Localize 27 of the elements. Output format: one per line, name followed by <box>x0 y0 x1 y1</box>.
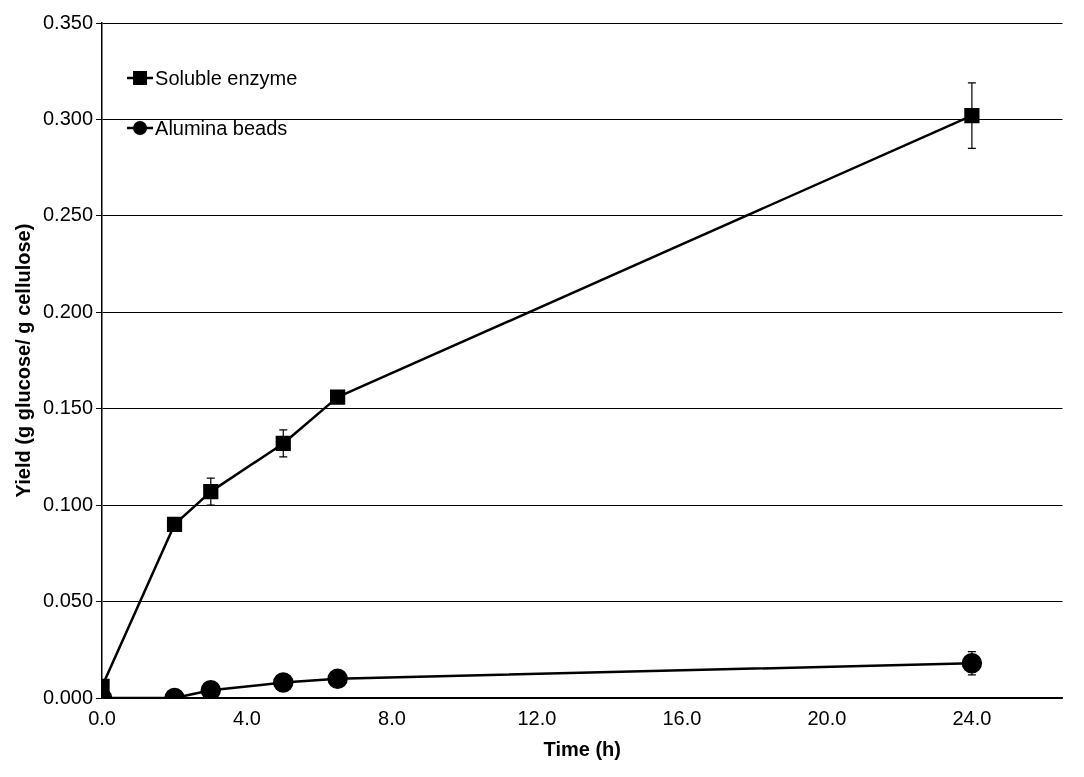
point <box>964 107 980 124</box>
legend-label: Alumina beads <box>155 116 288 139</box>
point <box>166 516 183 533</box>
legend-label: Soluble enzyme <box>155 66 298 89</box>
y-tick-label: 0.150 <box>42 396 94 419</box>
y-tick-label: 0.350 <box>42 10 94 33</box>
x-tick-label: 16.0 <box>662 706 702 729</box>
y-tick-label: 0.100 <box>42 492 94 515</box>
y-tick-label: 0.000 <box>42 685 94 708</box>
y-tick-label: 0.300 <box>42 106 94 129</box>
x-tick-label: 24.0 <box>952 706 992 729</box>
y-tick-label: 0.250 <box>42 203 94 226</box>
x-tick-label: 20.0 <box>807 706 847 729</box>
point <box>273 672 294 693</box>
x-tick-label: 8.0 <box>378 706 406 729</box>
y-tick-label: 0.050 <box>42 589 94 612</box>
x-tick-label: 12.0 <box>517 706 557 729</box>
x-tick-label: 4.0 <box>233 706 261 729</box>
y-tick-label: 0.200 <box>42 299 94 322</box>
point <box>327 668 348 689</box>
y-axis-title: Yield (g glucose/ g cellulose) <box>11 223 34 498</box>
point <box>275 435 291 452</box>
x-tick-label: 0.0 <box>88 706 116 729</box>
point <box>330 389 346 405</box>
point <box>203 484 219 500</box>
point <box>200 680 222 698</box>
x-axis-title: Time (h) <box>543 737 621 760</box>
